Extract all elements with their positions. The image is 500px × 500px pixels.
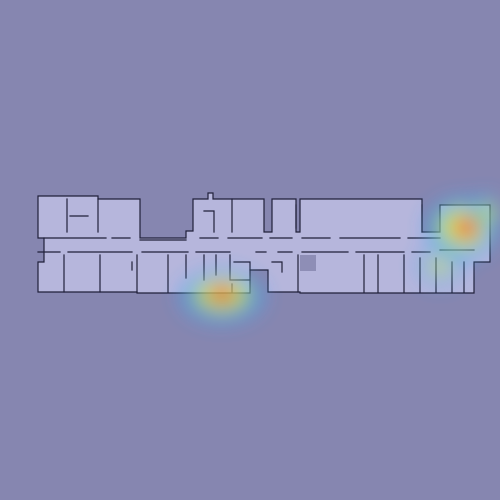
wall <box>43 237 441 241</box>
hotspot-east-lower <box>414 244 466 288</box>
floor-plan <box>37 192 491 294</box>
shaded-room <box>300 255 316 271</box>
wall <box>233 261 251 271</box>
floor-outline <box>37 192 491 294</box>
heatmap-overlay <box>178 192 500 325</box>
hotspot-center-south <box>178 269 266 325</box>
wall <box>203 210 215 233</box>
hotspot-east-right <box>470 192 500 232</box>
wall <box>271 261 283 273</box>
